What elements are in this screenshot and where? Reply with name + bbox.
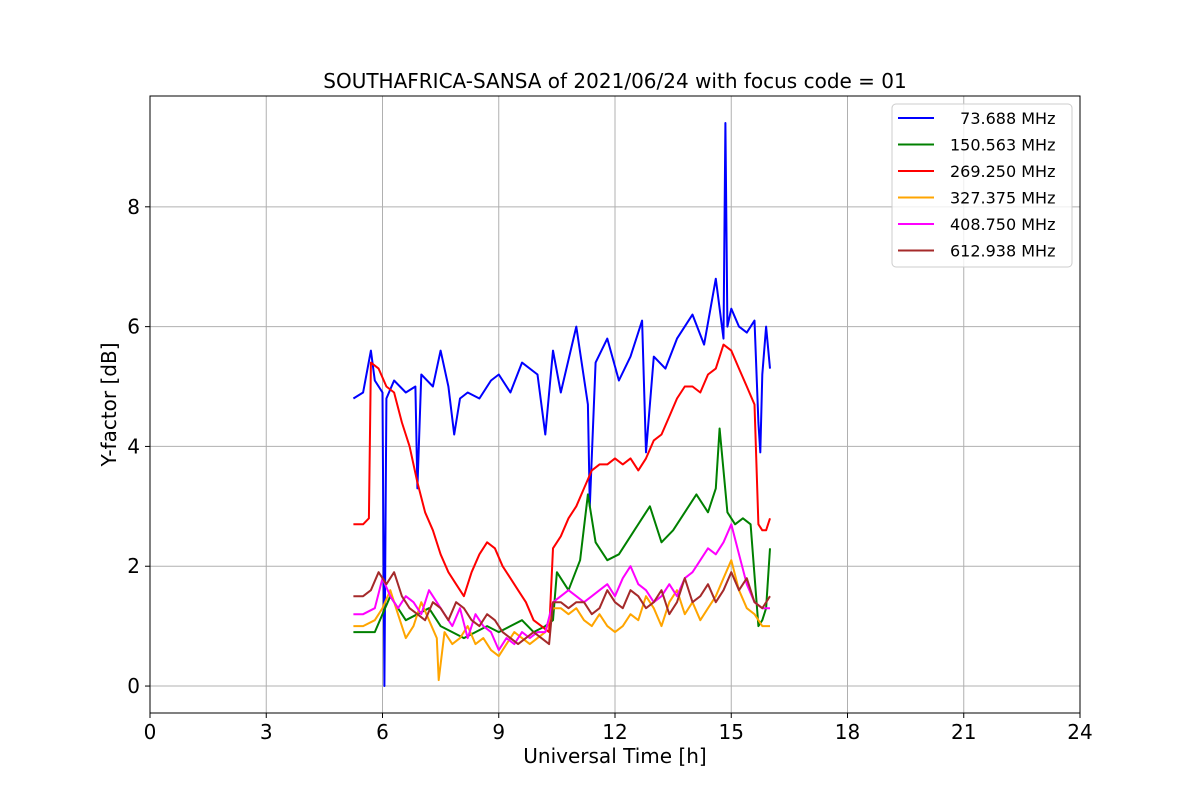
x-tick-label: 3: [260, 720, 273, 744]
y-axis-ticks: 0 2 4 6 8: [127, 195, 150, 698]
y-tick-label: 2: [127, 554, 140, 578]
series-line-73-688-mhz: [352, 122, 771, 687]
legend-label: 269.250 MHz: [950, 162, 1055, 181]
x-tick-label: 12: [602, 720, 627, 744]
x-tick-label: 9: [492, 720, 505, 744]
y-tick-label: 0: [127, 674, 140, 698]
series-line-327-375-mhz: [353, 559, 770, 682]
legend-label: 150.563 MHz: [950, 136, 1055, 155]
legend-label: 612.938 MHz: [950, 242, 1055, 261]
x-tick-label: 0: [144, 720, 157, 744]
series-line-612-938-mhz: [353, 571, 771, 646]
x-tick-label: 18: [835, 720, 860, 744]
x-tick-label: 24: [1067, 720, 1092, 744]
legend-frame: [891, 103, 1073, 268]
x-tick-label: 6: [376, 720, 389, 744]
series-group: [352, 122, 771, 687]
x-axis-label: Universal Time [h]: [523, 744, 706, 768]
series-line-408-750-mhz: [353, 523, 770, 652]
legend-label: 327.375 MHz: [950, 189, 1055, 208]
legend-label: 408.750 MHz: [950, 215, 1055, 234]
y-axis-label: Y-factor [dB]: [97, 342, 121, 467]
y-tick-label: 4: [127, 434, 140, 458]
legend: 73.688 MHz 150.563 MHz 269.250 MHz 327.375 …: [891, 103, 1073, 268]
legend-label: 73.688 MHz: [950, 109, 1055, 128]
series-line-269-250-mhz: [353, 343, 771, 634]
y-tick-label: 6: [127, 315, 140, 339]
x-axis-ticks: 0 3 6 9 12 15 18 21 24: [144, 713, 1093, 744]
chart-title: SOUTHAFRICA-SANSA of 2021/06/24 with foc…: [323, 69, 907, 93]
y-tick-label: 8: [127, 195, 140, 219]
x-tick-label: 21: [951, 720, 976, 744]
x-tick-label: 15: [719, 720, 744, 744]
